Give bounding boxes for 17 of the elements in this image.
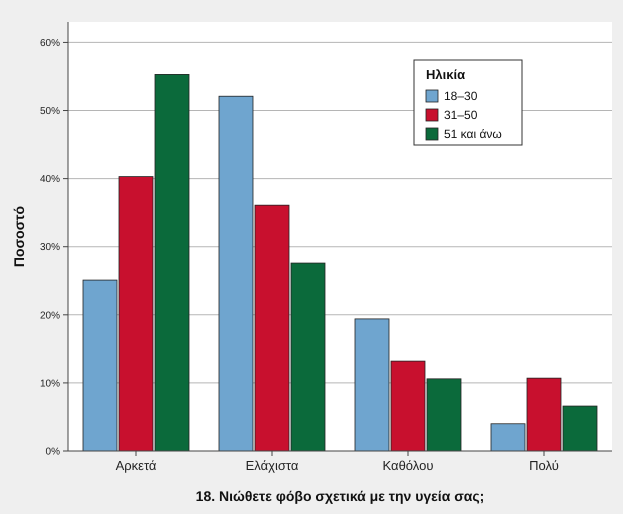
legend-label: 31–50 bbox=[444, 108, 478, 122]
x-tick-label: Πολύ bbox=[529, 458, 559, 473]
y-tick-label: 30% bbox=[40, 242, 60, 254]
x-axis-title: 18. Νιώθετε φόβο σχετικά με την υγεία σας; bbox=[196, 488, 484, 504]
legend-label: 18–30 bbox=[444, 89, 478, 103]
legend-label: 51 και άνω bbox=[444, 127, 502, 141]
y-tick-label: 50% bbox=[40, 106, 60, 118]
y-tick-label: 60% bbox=[40, 38, 60, 49]
x-tick-label: Ελάχιστα bbox=[246, 458, 299, 473]
y-axis-title: Ποσοστό bbox=[11, 206, 27, 268]
y-tick-label: 40% bbox=[40, 174, 60, 186]
y-tick-label: 10% bbox=[40, 378, 60, 390]
x-tick-label: Καθόλου bbox=[382, 458, 434, 473]
y-tick-label: 20% bbox=[40, 310, 60, 322]
y-tick-label: 0% bbox=[46, 446, 60, 458]
x-tick-label: Αρκετά bbox=[116, 458, 157, 473]
legend-title: Ηλικία bbox=[426, 67, 466, 82]
